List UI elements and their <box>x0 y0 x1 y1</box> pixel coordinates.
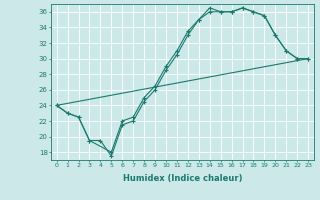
X-axis label: Humidex (Indice chaleur): Humidex (Indice chaleur) <box>123 174 242 183</box>
